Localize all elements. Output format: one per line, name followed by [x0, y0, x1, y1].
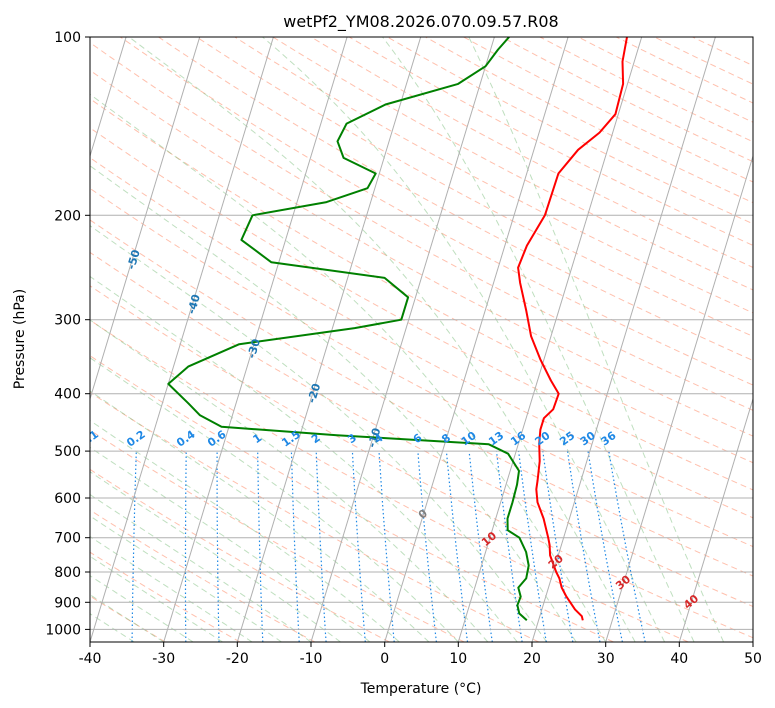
chart-title: wetPf2_YM08.2026.070.09.57.R08	[283, 12, 558, 32]
dry-adiabat-26	[463, 37, 753, 183]
mixing-ratio-line-14	[542, 451, 574, 642]
isotherm-18	[678, 397, 753, 642]
y-tick-label-1: 200	[54, 208, 81, 224]
moist-adiabat-13	[90, 275, 518, 642]
isotherm-16	[531, 37, 716, 642]
moist-adiabat-10	[90, 390, 430, 642]
dry-adiabat-14	[90, 98, 753, 464]
dry-adiabat-23	[348, 37, 753, 246]
isotherm-10	[90, 37, 274, 642]
moist-adiabat-9	[90, 419, 400, 642]
isotherm-12	[236, 37, 422, 642]
dry-adiabat-21	[272, 37, 753, 291]
dry-adiabat-25	[425, 37, 753, 204]
x-tick-label-8: 40	[670, 651, 688, 667]
mixing-ratio-line-17	[608, 451, 646, 642]
x-tick-label-1: -30	[152, 651, 175, 667]
dry-adiabat-5	[90, 391, 540, 642]
profile-lines	[167, 37, 628, 622]
dry-adiabat-2	[90, 509, 315, 642]
isotherms	[90, 37, 753, 642]
dry-adiabat-12	[90, 157, 753, 519]
dry-adiabat-7	[90, 319, 689, 642]
y-tick-label-6: 700	[54, 531, 81, 547]
moist-adiabat-5	[90, 515, 282, 642]
isotherm-label-7: -30	[245, 337, 263, 360]
isotherm-8	[90, 37, 127, 158]
x-tick-label-4: 0	[380, 651, 389, 667]
dry-adiabat-4	[90, 429, 465, 642]
mixing-ratio-line-16	[587, 451, 623, 642]
y-tick-label-5: 600	[54, 491, 81, 507]
x-tick-label-7: 30	[597, 651, 615, 667]
mixing-ratio-label-0: 0.1	[77, 428, 100, 450]
mixing-ratio-line-11	[468, 451, 493, 642]
mixing-ratio-lines	[131, 451, 646, 642]
moist-adiabat-7	[90, 471, 341, 642]
x-tick-label-5: 10	[449, 651, 467, 667]
moist-adiabat-19	[381, 37, 695, 642]
mixing-ratio-line-15	[566, 451, 601, 642]
isotherm-14	[384, 37, 569, 642]
mixing-ratio-line-12	[495, 451, 523, 642]
pressure-gridlines	[90, 37, 753, 630]
moist-adiabat-20	[468, 37, 724, 642]
moist-adiabat-8	[90, 446, 371, 642]
x-tick-label-3: -10	[300, 651, 323, 667]
moist-adiabat-18	[261, 37, 666, 642]
y-tick-label-8: 900	[54, 595, 81, 611]
x-axis-ticks: -40 -30 -20 -10 0 10 20 30 40 50	[79, 642, 762, 667]
x-axis-label: Temperature (°C)	[360, 681, 482, 697]
dry-adiabat-24	[387, 37, 753, 225]
mixing-ratio-line-10	[445, 451, 469, 642]
isotherm-label-8: -20	[305, 382, 323, 405]
isotherm-label-9: -10	[365, 426, 383, 449]
isotherm-9	[90, 37, 201, 401]
y-tick-label-2: 300	[54, 313, 81, 329]
temperature-line	[517, 37, 628, 621]
x-tick-label-6: 20	[523, 651, 541, 667]
y-tick-label-3: 400	[54, 387, 81, 403]
moist-adiabat-12	[90, 319, 489, 642]
y-tick-label-0: 100	[54, 30, 81, 46]
moist-adiabat-16	[90, 93, 607, 642]
dry-adiabat-8	[90, 285, 753, 639]
y-axis-label: Pressure (hPa)	[12, 289, 28, 389]
dry-adiabat-11	[90, 187, 753, 548]
dry-adiabat-22	[310, 37, 753, 268]
moist-adiabat-15	[90, 165, 577, 642]
isotherm-13	[310, 37, 495, 642]
y-axis-ticks: 100 200 300 400 500 600 700 800 900 1000	[45, 30, 90, 638]
y-tick-label-9: 1000	[45, 622, 81, 638]
x-tick-label-0: -40	[79, 651, 102, 667]
dry-adiabat-6	[90, 355, 614, 642]
y-tick-label-4: 500	[54, 444, 81, 460]
x-tick-label-9: 50	[744, 651, 762, 667]
dewpoint-line	[167, 37, 530, 622]
isotherm-11	[163, 37, 348, 642]
isotherm-15	[457, 37, 643, 642]
plot-frame	[89, 36, 754, 643]
dry-adiabat-13	[90, 127, 753, 491]
isotherm-label-5: -50	[125, 248, 143, 271]
isotherm-label-6: -40	[185, 292, 203, 315]
dry-adiabat-9	[90, 251, 753, 608]
mixing-ratio-line-13	[518, 451, 547, 642]
y-tick-label-7: 800	[54, 565, 81, 581]
x-tick-label-2: -20	[226, 651, 249, 667]
isotherm-17	[605, 154, 753, 642]
